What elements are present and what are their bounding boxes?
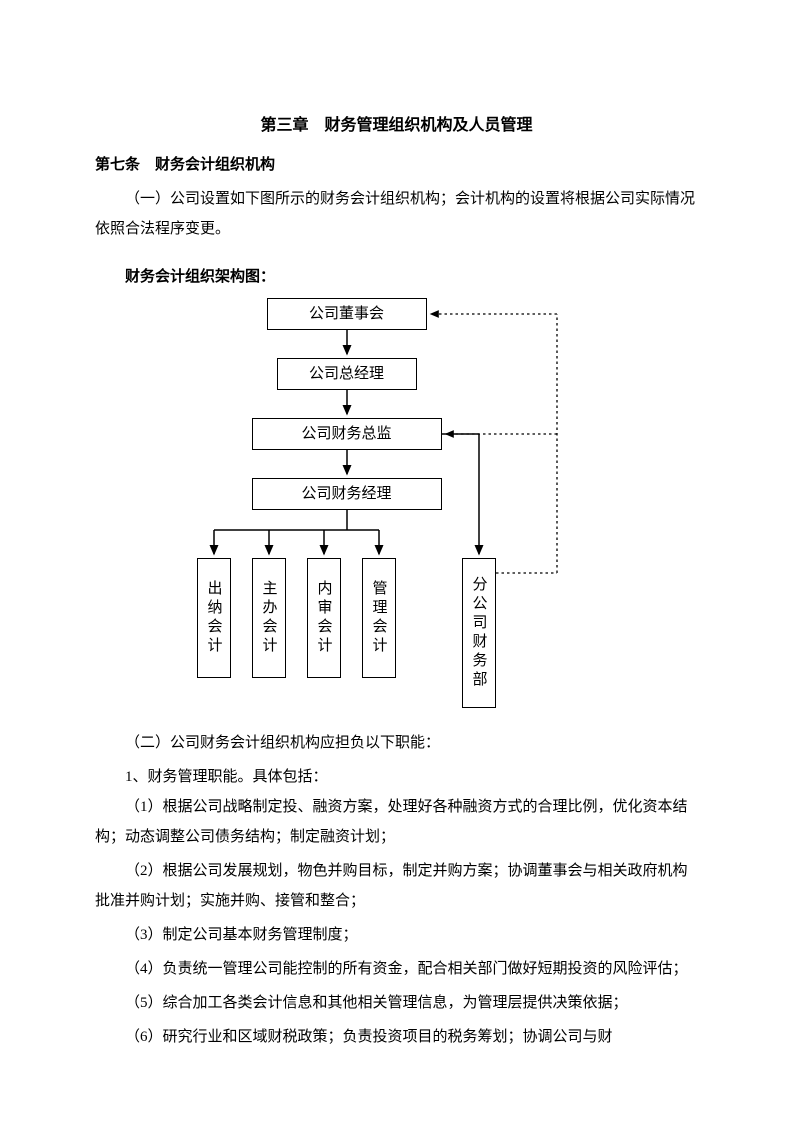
paragraph-9: （6）研究行业和区域财税政策；负责投资项目的税务筹划；协调公司与财: [95, 1022, 698, 1052]
node-gm: 公司总经理: [277, 358, 417, 390]
document-page: 第三章 财务管理组织机构及人员管理 第七条 财务会计组织机构 （一）公司设置如下…: [0, 0, 793, 1122]
paragraph-5: （2）根据公司发展规划，物色并购目标，制定并购方案；协调董事会与相关政府机构批准…: [95, 856, 698, 916]
paragraph-7: （4）负责统一管理公司能控制的所有资金，配合相关部门做好短期投资的风险评估；: [95, 954, 698, 984]
article-7-label: 第七条 财务会计组织机构: [95, 157, 275, 173]
node-main-accountant: 主办会计: [252, 558, 286, 678]
paragraph-3: 1、财务管理职能。具体包括：: [95, 762, 698, 792]
node-board: 公司董事会: [267, 298, 427, 330]
article-7-head: 第七条 财务会计组织机构: [95, 150, 698, 180]
paragraph-2: （二）公司财务会计组织机构应担负以下职能：: [95, 728, 698, 758]
paragraph-1: （一）公司设置如下图所示的财务会计组织机构；会计机构的设置将根据公司实际情况依照…: [95, 184, 698, 244]
node-finance-manager: 公司财务经理: [252, 478, 442, 510]
node-cashier: 出纳会计: [197, 558, 231, 678]
node-branch-finance: 分公司财务部: [462, 558, 496, 708]
paragraph-6: （3）制定公司基本财务管理制度；: [95, 920, 698, 950]
chapter-title: 第三章 财务管理组织机构及人员管理: [95, 110, 698, 142]
paragraph-4: （1）根据公司战略制定投、融资方案，处理好各种融资方式的合理比例，优化资本结构；…: [95, 792, 698, 852]
org-chart: 公司董事会 公司总经理 公司财务总监 公司财务经理 出纳会计 主办会计 内审会计…: [137, 298, 657, 718]
node-internal-audit: 内审会计: [307, 558, 341, 678]
diagram-title: 财务会计组织架构图：: [95, 262, 698, 292]
node-cfo: 公司财务总监: [252, 418, 442, 450]
paragraph-8: （5）综合加工各类会计信息和其他相关管理信息，为管理层提供决策依据；: [95, 988, 698, 1018]
node-mgmt-accountant: 管理会计: [362, 558, 396, 678]
